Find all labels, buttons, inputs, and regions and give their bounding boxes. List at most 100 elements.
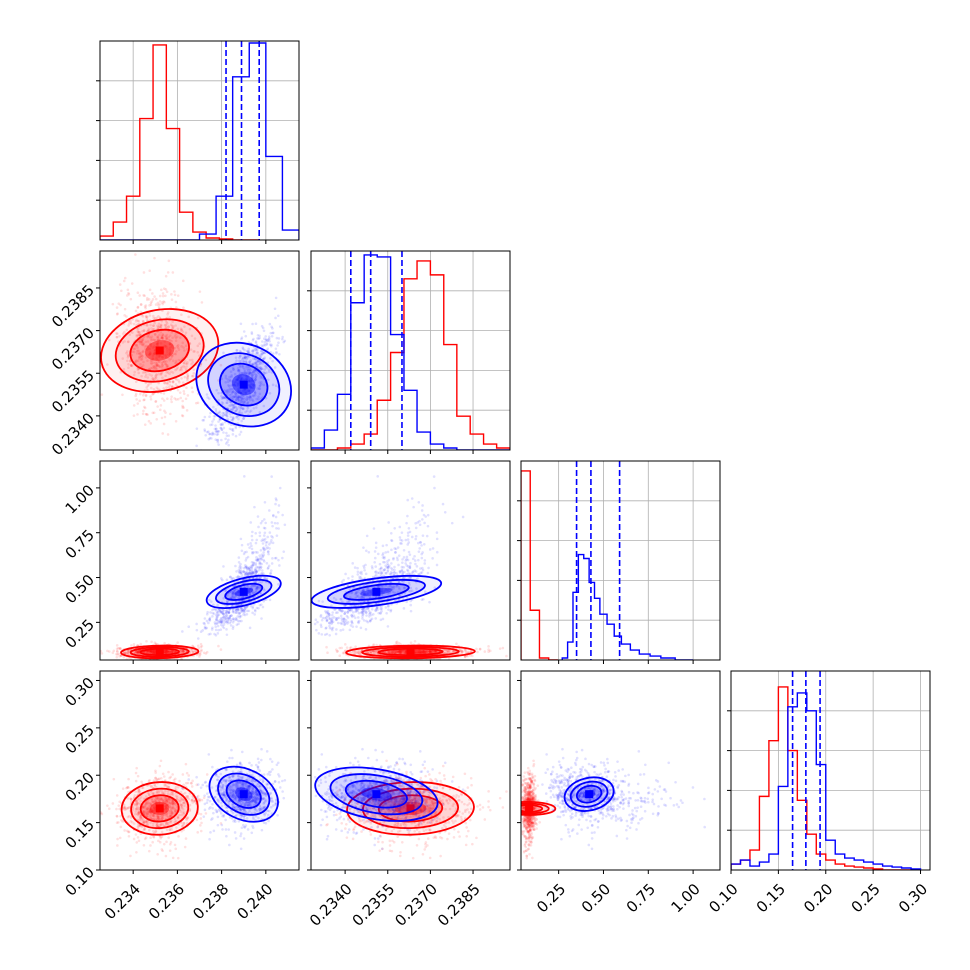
scatter-point [238, 566, 241, 570]
scatter-point [186, 394, 190, 397]
scatter-point [240, 371, 244, 375]
scatter-point [248, 371, 252, 375]
scatter-point [170, 385, 174, 388]
scatter-point [455, 642, 458, 646]
scatter-point [135, 318, 138, 322]
scatter-point [151, 392, 155, 396]
scatter-point [226, 391, 230, 394]
scatter-point [259, 362, 262, 366]
scatter-point [259, 349, 263, 353]
scatter-point [251, 611, 254, 615]
scatter-point [115, 655, 119, 659]
scatter-point [234, 594, 238, 598]
scatter-point [250, 534, 254, 538]
scatter-point [234, 378, 238, 382]
scatter-point [246, 375, 250, 378]
scatter-point [249, 572, 252, 576]
scatter-point [141, 354, 144, 358]
scatter-point [151, 411, 155, 415]
scatter-point [233, 381, 237, 384]
scatter-point [248, 568, 252, 572]
scatter-point [409, 561, 412, 565]
scatter-point [415, 565, 419, 568]
scatter-point [265, 366, 268, 370]
scatter-point [262, 539, 266, 542]
scatter-point [151, 649, 155, 653]
scatter-point [443, 510, 447, 514]
scatter-point [361, 615, 364, 618]
scatter-point [207, 430, 210, 433]
scatter-point [136, 327, 140, 331]
scatter-point [373, 550, 377, 553]
scatter-point [222, 396, 226, 399]
scatter-point [274, 347, 278, 351]
scatter-point [125, 351, 128, 355]
scatter-point [251, 376, 254, 380]
scatter-point [253, 391, 257, 395]
scatter-point [248, 546, 251, 549]
scatter-point [167, 650, 171, 653]
scatter-point [232, 617, 236, 621]
scatter-point [369, 650, 373, 654]
scatter-point [398, 536, 402, 539]
scatter-point [199, 630, 203, 634]
scatter-point [275, 350, 278, 354]
scatter-point [373, 556, 377, 560]
scatter-point [234, 398, 238, 402]
scatter-point [132, 350, 136, 354]
scatter-point [246, 401, 250, 405]
scatter-point [487, 648, 490, 651]
scatter-point [244, 360, 248, 363]
scatter-point [264, 338, 268, 341]
scatter-point [123, 651, 127, 655]
scatter-point [248, 371, 251, 375]
scatter-point [176, 397, 180, 401]
scatter-point [388, 572, 392, 576]
scatter-point [149, 361, 153, 365]
scatter-point [245, 349, 249, 353]
scatter-point [118, 334, 121, 338]
scatter-point [205, 393, 209, 396]
scatter-point [441, 502, 445, 506]
scatter-point [257, 397, 260, 401]
scatter-point [227, 389, 230, 392]
scatter-point [247, 379, 250, 383]
scatter-point [229, 404, 233, 407]
scatter-point [169, 650, 173, 654]
scatter-point [269, 569, 273, 572]
scatter-point [255, 349, 258, 352]
scatter-point [234, 611, 238, 614]
scatter-point [421, 650, 425, 654]
scatter-point [238, 611, 241, 615]
scatter-point [261, 538, 265, 541]
scatter-point [161, 376, 164, 380]
scatter-point [149, 303, 153, 306]
scatter-point [245, 565, 248, 568]
scatter-point [224, 374, 228, 378]
scatter-point [244, 566, 248, 569]
scatter-point [162, 387, 165, 390]
scatter-point [328, 626, 332, 630]
scatter-point [168, 650, 172, 654]
scatter-point [205, 619, 209, 623]
scatter-point [199, 649, 203, 653]
scatter-point [262, 599, 265, 603]
scatter-point [153, 378, 156, 381]
scatter-point [254, 572, 257, 576]
scatter-point [167, 339, 171, 342]
scatter-point [239, 355, 242, 358]
scatter-point [153, 352, 156, 355]
scatter-point [271, 541, 275, 545]
scatter-point [251, 370, 255, 374]
scatter-point [158, 338, 162, 341]
scatter-point [339, 614, 343, 618]
scatter-point [487, 645, 490, 648]
scatter-point [247, 573, 251, 576]
scatter-point [324, 627, 328, 630]
scatter-point [237, 405, 241, 408]
scatter-point [133, 347, 137, 350]
scatter-point [203, 617, 207, 620]
scatter-point [339, 629, 343, 632]
scatter-point [258, 581, 261, 584]
scatter-point [185, 386, 188, 390]
